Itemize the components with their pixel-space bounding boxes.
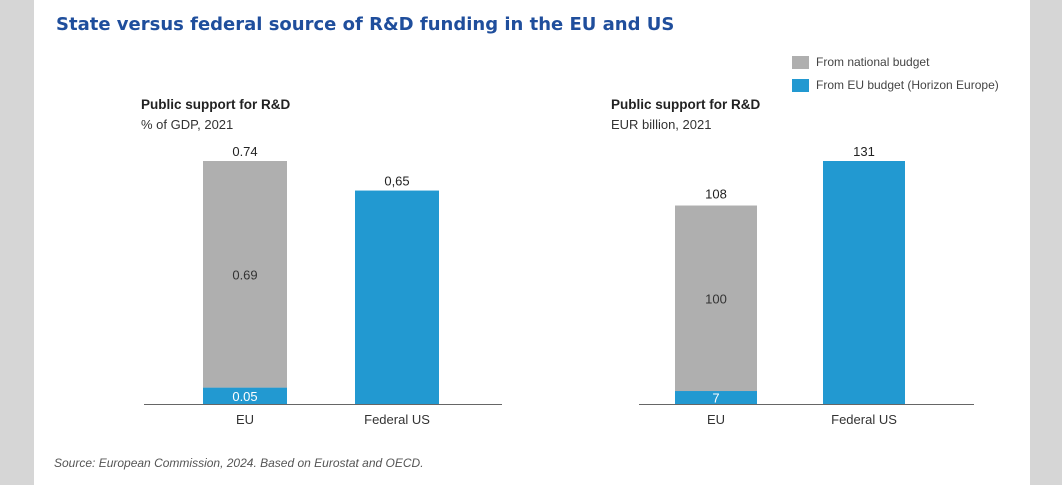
legend-swatch-eu <box>792 78 809 92</box>
legend-label-eu: From EU budget (Horizon Europe) <box>816 78 999 92</box>
bar-federal-us-segment-0 <box>823 161 905 404</box>
bar-eu-segment-0 <box>675 391 757 404</box>
segment-label-eu-1: 0.69 <box>232 267 257 282</box>
legend-label-national: From national budget <box>816 55 930 69</box>
bar-eu-segment-1 <box>675 205 757 392</box>
segment-label-eu-0: 0.05 <box>232 389 257 404</box>
segment-label-eu-0: 7 <box>712 391 719 406</box>
segment-label-eu-1: 100 <box>705 291 727 306</box>
total-label-federal-us: 131 <box>853 144 875 159</box>
category-label-eu: EU <box>707 412 725 427</box>
category-label-federal-us: Federal US <box>364 412 430 427</box>
figure-title: State versus federal source of R&D fundi… <box>56 14 675 35</box>
legend: From national budget From EU budget (Hor… <box>792 52 999 98</box>
category-label-eu: EU <box>236 412 254 427</box>
source-note: Source: European Commission, 2024. Based… <box>54 456 424 470</box>
total-label-eu: 108 <box>705 187 727 202</box>
chart-1-title: Public support for R&D <box>141 97 291 112</box>
chart-1-plot: 0.05 0.69 0.74 EU 0,65 Federal US <box>144 144 502 427</box>
category-label-federal-us: Federal US <box>831 412 897 427</box>
legend-swatch-national <box>792 55 809 69</box>
figure-panel: State versus federal source of R&D fundi… <box>34 0 1030 485</box>
chart-2-title: Public support for R&D <box>611 97 761 112</box>
chart-2-plot: 7 100 108 EU 131 Federal US <box>639 144 974 427</box>
bar-eu-segment-0 <box>203 387 287 404</box>
chart-1-subtitle: % of GDP, 2021 <box>141 117 234 132</box>
chart-2-subtitle: EUR billion, 2021 <box>611 117 712 132</box>
total-label-eu: 0.74 <box>232 144 257 159</box>
legend-item-eu: From EU budget (Horizon Europe) <box>792 75 999 95</box>
bar-eu-segment-1 <box>203 161 287 388</box>
total-label-federal-us: 0,65 <box>384 174 409 189</box>
bar-federal-us-segment-0 <box>355 190 439 404</box>
legend-item-national: From national budget <box>792 52 999 72</box>
